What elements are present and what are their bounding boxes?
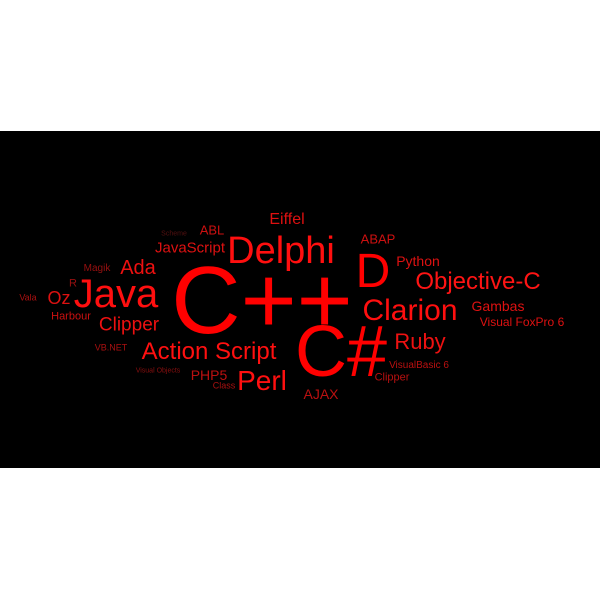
word-objective-c: Objective-C [415,268,541,295]
word-perl: Perl [237,365,287,396]
word-clipper-small: Clipper [374,371,410,384]
word-csharp: C# [294,312,388,392]
word-visualbasic: VisualBasic 6 [389,360,449,371]
word-d: D [355,245,391,298]
word-clarion: Clarion [362,294,458,327]
word-gambas: Gambas [471,298,525,314]
word-cpp: C++ [171,247,353,354]
word-oz: Oz [47,288,71,308]
word-abap: ABAP [360,231,396,247]
word-ada: Ada [120,257,156,279]
word-vbnet: VB.NET [94,342,128,353]
word-class: Class [212,380,236,391]
word-python: Python [396,253,440,269]
word-eiffel: Eiffel [269,211,305,228]
word-java: Java [73,272,159,316]
word-abl: ABL [199,222,225,238]
word-scheme: Scheme [161,230,187,238]
word-visual-foxpro: Visual FoxPro 6 [479,315,565,329]
word-action-script: Action Script [141,338,277,365]
word-ruby: Ruby [394,329,446,354]
word-cloud-banner: C++ C# Delphi Java D Clarion Objective-C… [0,131,600,468]
word-harbour: Harbour [51,310,91,323]
word-php5: PHP5 [190,367,228,383]
word-ajax: AJAX [303,386,339,402]
word-javascript: JavaScript [154,239,226,257]
word-clipper: Clipper [98,314,160,336]
word-r: R [69,277,77,290]
word-delphi: Delphi [227,230,335,272]
word-vala: Vala [19,292,37,303]
word-magik: Magik [83,263,111,274]
word-visual-objects: Visual Objects [135,367,181,375]
